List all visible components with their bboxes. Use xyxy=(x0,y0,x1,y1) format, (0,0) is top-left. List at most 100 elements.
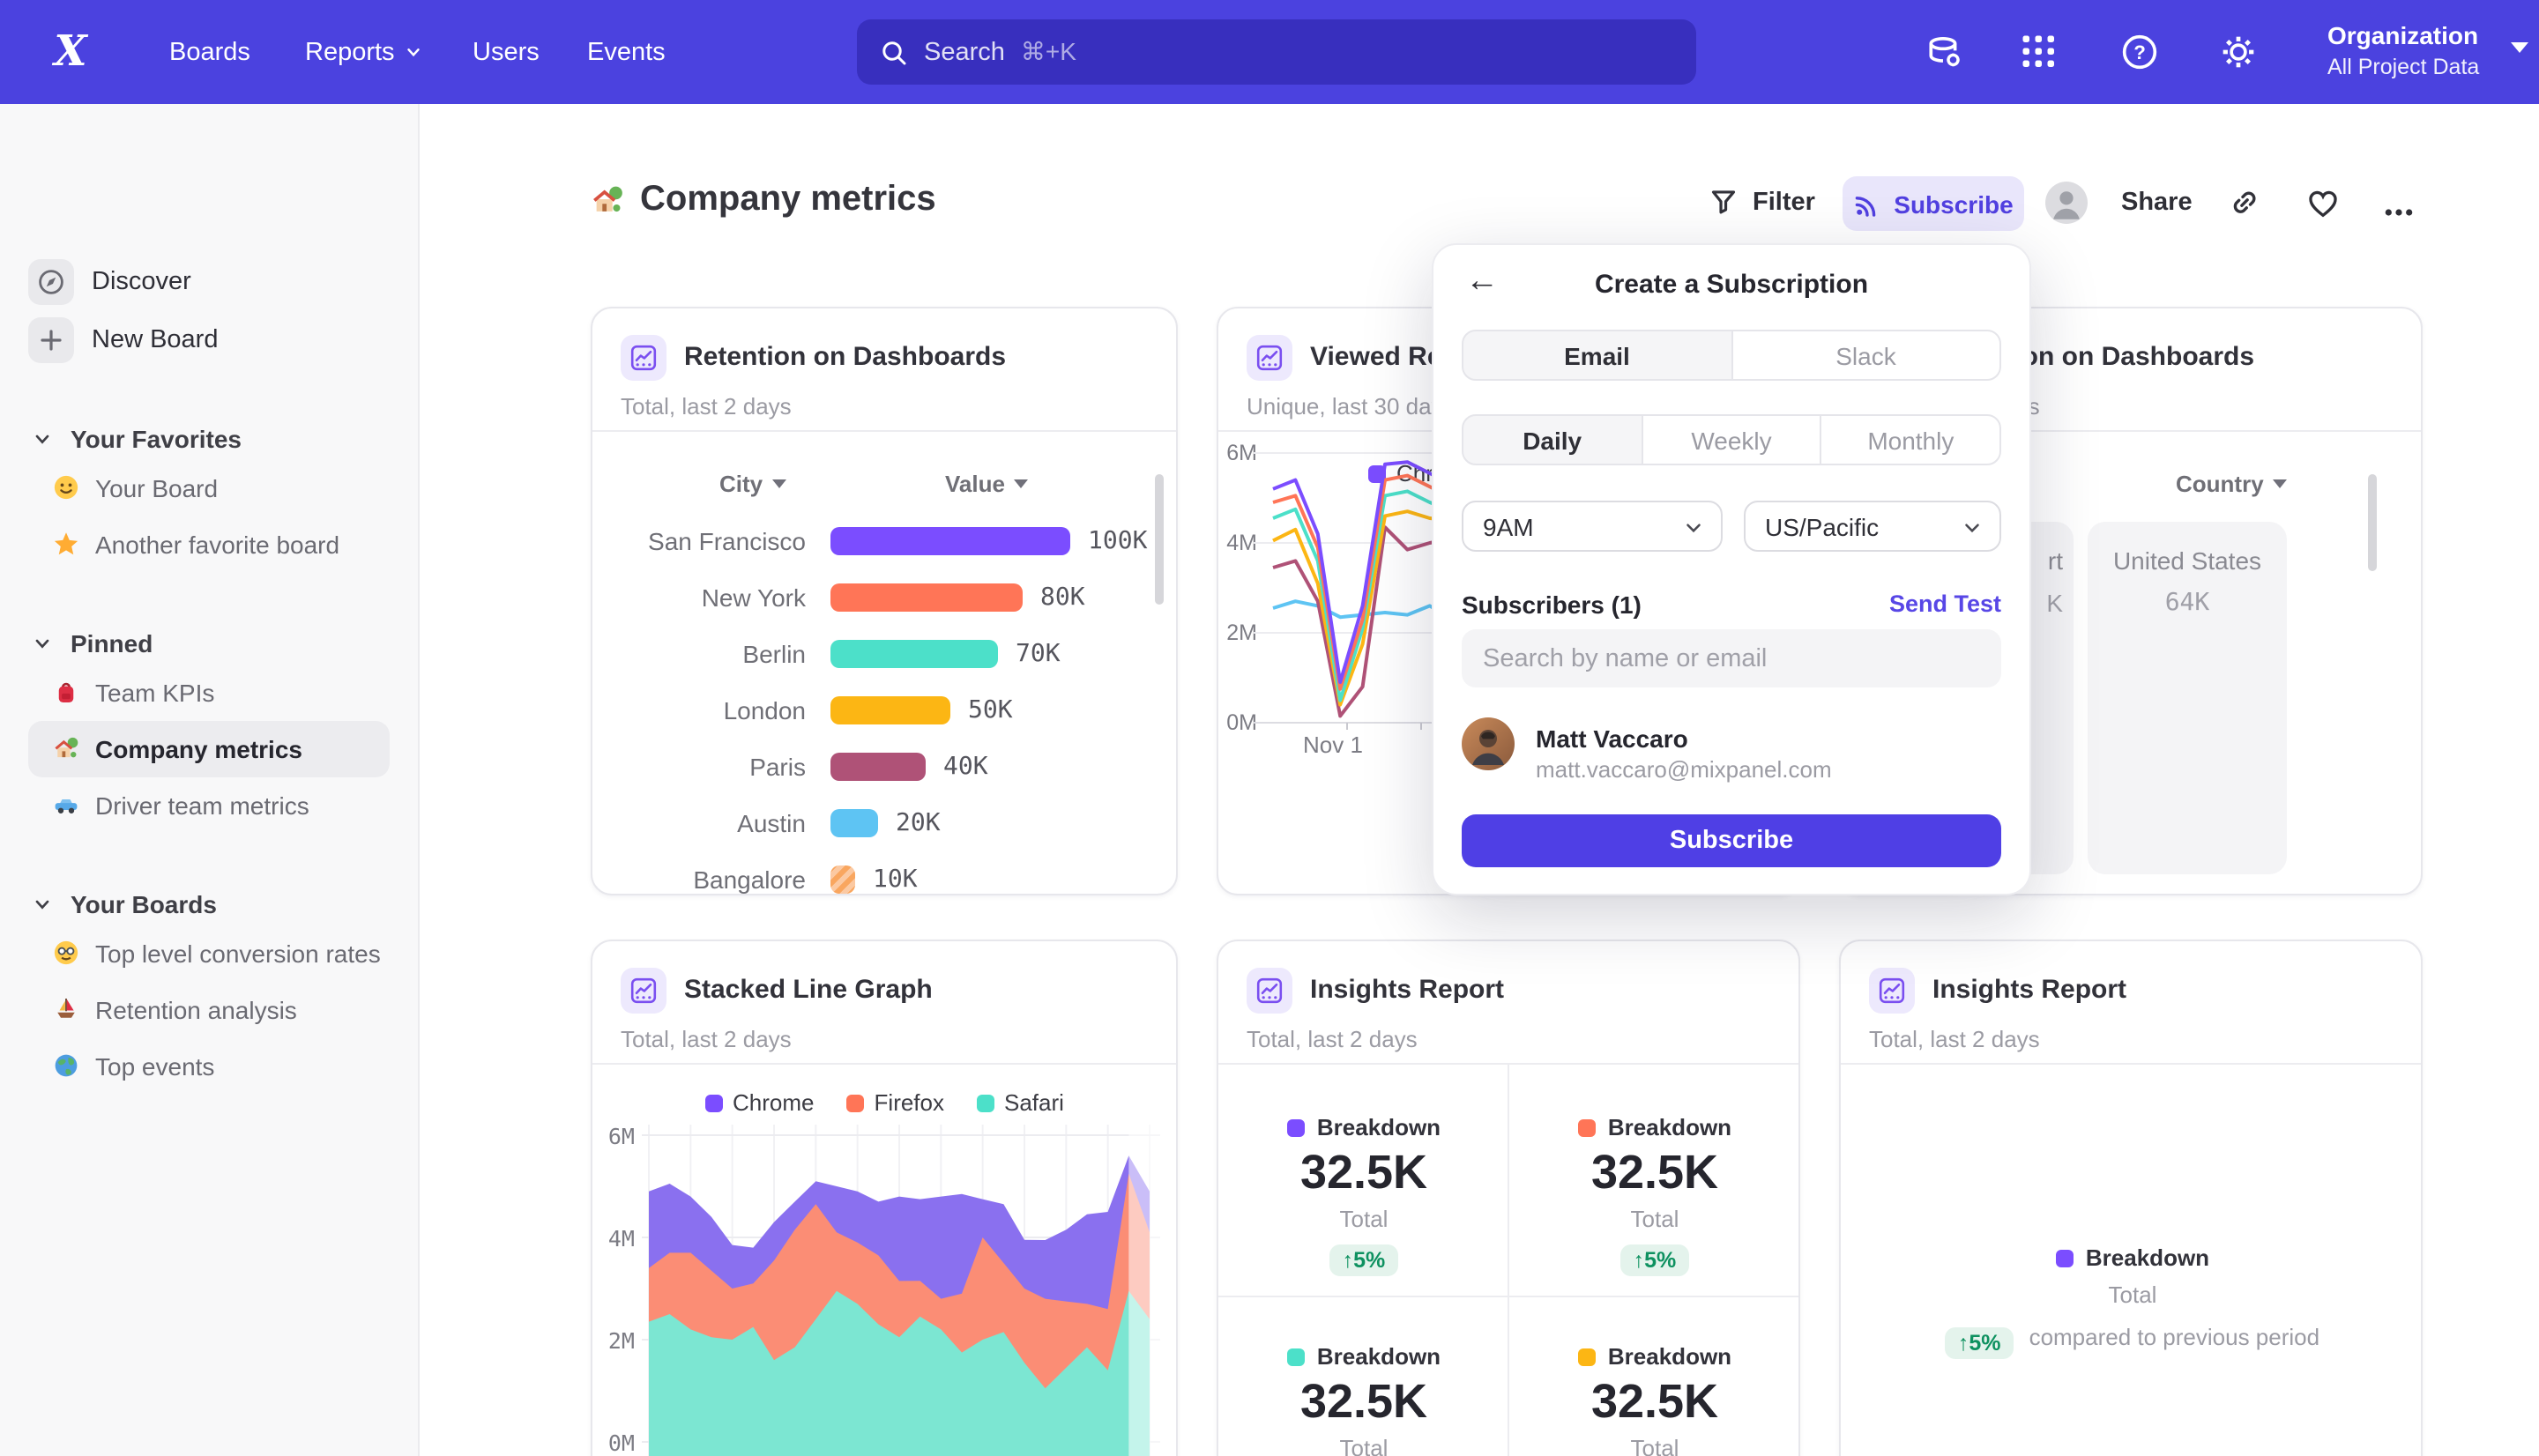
nav-link-events[interactable]: Events xyxy=(587,38,666,66)
nerd-emoji-icon xyxy=(53,940,81,968)
chevron-down-icon xyxy=(1961,516,1984,539)
row-value: 10K xyxy=(873,865,918,894)
subscribe-submit-button[interactable]: Subscribe xyxy=(1462,814,2001,867)
chart-legend: Chrome Firefox Safari xyxy=(592,1089,1176,1116)
breakdown-dot-icon xyxy=(2055,1249,2074,1267)
sidebar-item-team-kpis[interactable]: Team KPIs xyxy=(28,665,390,721)
favorite-heart-icon[interactable] xyxy=(2306,187,2340,220)
card-subtitle: Unique, last 30 days xyxy=(1247,393,1455,420)
time-select[interactable]: 9AM xyxy=(1462,501,1723,552)
divider xyxy=(1508,1063,1509,1456)
nav-link-users[interactable]: Users xyxy=(473,38,540,66)
row-value: 50K xyxy=(968,696,1013,724)
y-axis-label: 4M xyxy=(607,1225,635,1252)
back-arrow-icon[interactable]: ← xyxy=(1465,263,1499,300)
card-stacked-line-graph[interactable]: Stacked Line Graph Total, last 2 days Ch… xyxy=(591,940,1178,1456)
sidebar-item-company-metrics[interactable]: Company metrics xyxy=(28,721,390,777)
board-title: Company metrics xyxy=(591,180,936,220)
data-settings-icon[interactable] xyxy=(1925,33,1962,71)
mixpanel-logo-icon[interactable]: X xyxy=(54,25,87,76)
row-value: 40K xyxy=(943,753,988,781)
frequency-tab-daily[interactable]: Daily xyxy=(1462,414,1643,465)
sidebar-item-top-level-conversion-rates[interactable]: Top level conversion rates xyxy=(28,925,390,982)
area-safari xyxy=(649,1290,1150,1456)
row-value: 80K xyxy=(1040,583,1085,612)
report-chart-icon xyxy=(621,968,666,1014)
frequency-tab-weekly[interactable]: Weekly xyxy=(1641,414,1822,465)
y-axis-label: 0M xyxy=(1226,710,1257,735)
delta-badge: ↑5% xyxy=(1945,1327,2014,1359)
y-axis-label: 2M xyxy=(607,1327,635,1354)
nav-link-reports[interactable]: Reports xyxy=(305,0,423,104)
y-axis-label: 2M xyxy=(1226,620,1257,645)
delta-badge: ↑5% xyxy=(1329,1244,1398,1276)
avatar[interactable] xyxy=(2045,182,2088,224)
sidebar-item-driver-team-metrics[interactable]: Driver team metrics xyxy=(28,777,390,834)
table-row-bangalore: Bangalore 10K xyxy=(592,851,1176,894)
channel-tab-slack[interactable]: Slack xyxy=(1731,330,2001,381)
timezone-select[interactable]: US/Pacific xyxy=(1744,501,2001,552)
value-bar xyxy=(830,527,1070,555)
metric-value: 32.5K xyxy=(1590,1146,1719,1199)
card-insights-report-grid[interactable]: Insights Report Total, last 2 days Break… xyxy=(1217,940,1800,1456)
chevron-down-icon xyxy=(32,894,53,915)
sidebar-section-your-favorites[interactable]: Your Favorites xyxy=(0,418,418,460)
sidebar-item-retention-analysis[interactable]: Retention analysis xyxy=(28,982,390,1038)
sidebar-section-pinned[interactable]: Pinned xyxy=(0,622,418,665)
table-row-san-francisco: San Francisco 100K xyxy=(592,513,1176,569)
card-retention-on-dashboards[interactable]: Retention on Dashboards Total, last 2 da… xyxy=(591,307,1178,895)
sidebar-item-top-events[interactable]: Top events xyxy=(28,1038,390,1095)
top-nav: X Boards Reports Users Events Search ⌘+K… xyxy=(0,0,2539,104)
delta-badge: ↑5% xyxy=(1620,1244,1689,1276)
card-subtitle: Total, last 2 days xyxy=(1247,1026,1418,1052)
card-insights-report-single[interactable]: Insights Report Total, last 2 days Break… xyxy=(1839,940,2423,1456)
metric-value: 32.5K xyxy=(1299,1375,1428,1428)
nav-link-boards[interactable]: Boards xyxy=(169,38,250,66)
filter-button[interactable]: Filter xyxy=(1709,187,1815,217)
divider xyxy=(592,1063,1176,1065)
row-label: London xyxy=(723,696,806,724)
row-value: 100K xyxy=(1088,527,1148,555)
scrollbar[interactable] xyxy=(1155,474,1164,605)
y-axis-label: 0M xyxy=(607,1430,635,1456)
scrollbar[interactable] xyxy=(2368,474,2377,571)
copy-link-icon[interactable] xyxy=(2229,187,2260,219)
card-title: Retention on Dashboards xyxy=(684,342,1007,372)
send-test-link[interactable]: Send Test xyxy=(1888,591,2001,617)
row-label: San Francisco xyxy=(648,527,806,555)
value-bar xyxy=(830,753,926,781)
filter-funnel-icon xyxy=(1709,187,1739,217)
sidebar-item-your-board[interactable]: Your Board xyxy=(28,460,390,516)
subscribe-button[interactable]: Subscribe xyxy=(1843,176,2024,231)
subscriber-search-input[interactable]: Search by name or email xyxy=(1462,629,2001,687)
value-bar xyxy=(830,865,855,894)
report-chart-icon xyxy=(1247,968,1292,1014)
table-row-london: London 50K xyxy=(592,682,1176,739)
org-project-selector[interactable]: Organization All Project Data xyxy=(2327,18,2511,83)
search-input[interactable]: Search ⌘+K xyxy=(857,19,1696,85)
x-axis-tick-label: Nov 1 xyxy=(1303,732,1363,758)
breakdown-dot-icon xyxy=(1286,1118,1305,1136)
more-options-icon[interactable] xyxy=(2384,197,2414,227)
column-header-value[interactable]: Value xyxy=(945,471,1028,497)
smiley-emoji-icon xyxy=(53,474,81,502)
share-button[interactable]: Share xyxy=(2121,189,2193,217)
sidebar-item-discover[interactable]: Discover xyxy=(0,252,418,310)
card-subtitle: Total, last 2 days xyxy=(621,393,792,420)
settings-gear-icon[interactable] xyxy=(2220,33,2257,71)
sidebar-section-your-boards[interactable]: Your Boards xyxy=(0,883,418,925)
column-header-city[interactable]: City xyxy=(719,471,786,497)
sidebar-item-new-board[interactable]: New Board xyxy=(0,310,418,368)
channel-tab-email[interactable]: Email xyxy=(1462,330,1732,381)
value-bar xyxy=(830,696,950,724)
frequency-tab-monthly[interactable]: Monthly xyxy=(1820,414,2002,465)
report-chart-icon xyxy=(621,335,666,381)
chevron-down-icon xyxy=(32,428,53,449)
help-icon[interactable]: ? xyxy=(2121,33,2158,71)
sidebar-item-another-favorite-board[interactable]: Another favorite board xyxy=(28,516,390,573)
breakdown-dot-icon xyxy=(1577,1118,1596,1136)
apps-grid-icon[interactable] xyxy=(2021,33,2058,71)
column-header-country[interactable]: Country xyxy=(2176,471,2287,497)
